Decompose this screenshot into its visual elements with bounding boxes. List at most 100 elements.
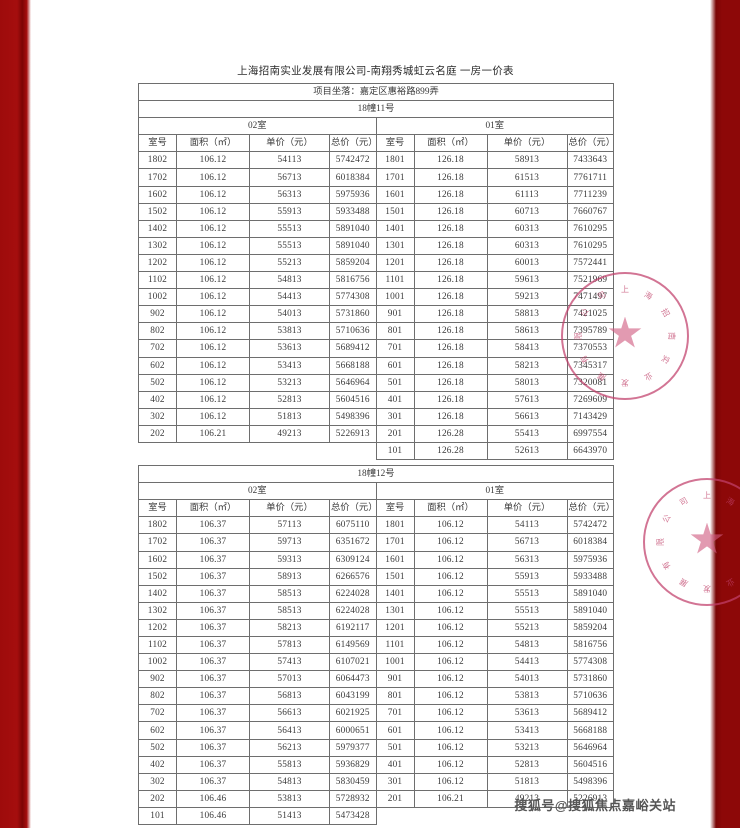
cell-value: 60713	[486, 202, 568, 221]
cell-value: 60313	[486, 219, 568, 238]
cell-value: 5689412	[566, 704, 615, 723]
cell-value: 106.12	[176, 185, 250, 204]
cell-value: 106.12	[413, 670, 488, 689]
cell-value: 1701	[375, 168, 415, 187]
cell-value: 702	[138, 339, 177, 358]
cell-value: 7433643	[566, 151, 615, 170]
cell-value: 56413	[249, 721, 330, 740]
cell-value: 1402	[138, 584, 177, 603]
cell-value: 7521969	[566, 271, 615, 290]
cell-value: 106.37	[176, 704, 250, 723]
table-row: 101 126.28 52613 6643970	[139, 441, 615, 461]
cell-value: 1002	[138, 288, 177, 307]
cell-value: 6192117	[329, 618, 377, 638]
table-row: 1302 106.37 58513 6224028 1301 106.12 55513 589…	[138, 601, 615, 620]
cell-value: 5933488	[329, 202, 377, 221]
cell-value: 1602	[138, 550, 177, 569]
cell-value: 126.18	[413, 151, 488, 170]
cell-value: 51813	[249, 407, 330, 426]
cell-value: 126.18	[413, 339, 488, 358]
cell-value: 6149569	[329, 635, 377, 655]
cell-value: 1601	[375, 185, 415, 204]
cell-value: 57613	[486, 390, 568, 409]
cell-value: 6643970	[566, 441, 615, 461]
table-row: 1002 106.37 57413 6107021 1001 106.12 54413 577…	[138, 653, 615, 672]
cell-value: 52613	[486, 441, 568, 461]
cell-value: 202	[138, 424, 177, 443]
cell-value: 53813	[486, 687, 568, 706]
table-row: 101 106.46 51413 5473428	[138, 806, 614, 826]
cell-value: 54013	[486, 670, 568, 689]
cell-value: 5774308	[566, 653, 615, 672]
cell-value: 106.12	[413, 687, 488, 706]
table-row: 1802 106.12 54113 5742472 1801 126.18 58913 743…	[138, 151, 615, 170]
cell-value: 5859204	[566, 618, 615, 638]
table-row: 502 106.37 56213 5979377 501 106.12 53213 56469…	[138, 738, 615, 757]
cell-value: 106.12	[176, 168, 250, 187]
cell-value: 1101	[375, 635, 415, 655]
cell-value: 801	[375, 687, 415, 706]
cell-value: 6266576	[329, 567, 377, 586]
project-location: 项目坐落：嘉定区惠裕路899弄	[137, 82, 615, 102]
cell-value: 5646964	[329, 373, 377, 392]
cell-value: 59713	[249, 533, 330, 552]
cell-value: 58813	[486, 305, 568, 324]
table-row: 1502 106.37 58913 6266576 1501 106.12 55913 593…	[138, 567, 615, 586]
cell-value: 126.18	[413, 390, 488, 409]
table-row: 602 106.37 56413 6000651 601 106.12 53413 56681…	[138, 721, 615, 740]
table-row: 402 106.12 52813 5604516 401 126.18 57613 72696…	[138, 390, 615, 409]
cell-value: 1802	[138, 151, 177, 170]
cell-value: 126.18	[413, 373, 488, 392]
cell-value: 106.46	[176, 806, 250, 826]
cell-value: 301	[375, 407, 415, 426]
cell-value: 106.12	[413, 772, 488, 791]
building-name-row: 18幢12号	[137, 465, 615, 484]
cell-value: 53813	[249, 789, 330, 808]
cell-value: 5646964	[566, 738, 615, 757]
cell-value: 51413	[249, 806, 330, 826]
building-name: 18幢12号	[137, 465, 615, 484]
cell-value: 302	[138, 772, 177, 791]
cell-value: 106.12	[176, 253, 250, 273]
cell-value: 55213	[249, 253, 330, 273]
cell-value: 54013	[249, 305, 330, 324]
cell-value: 106.12	[176, 373, 250, 392]
cell-value: 701	[375, 704, 415, 723]
cell-value: 58513	[249, 584, 330, 603]
cell-value: 1702	[138, 168, 177, 187]
cell-value: 106.12	[413, 533, 488, 552]
cell-value: 106.37	[176, 584, 250, 603]
cell-value: 1602	[138, 185, 177, 204]
cell-value: 1302	[138, 601, 177, 620]
cell-value: 106.12	[413, 704, 488, 723]
cell-value: 5742472	[329, 151, 377, 170]
table-row: 602 106.12 53413 5668188 601 126.18 58213 73453…	[138, 356, 615, 375]
cell-value: 53413	[249, 356, 330, 375]
cell-value: 6021925	[329, 704, 377, 723]
unit-group-row: 02室 01室	[138, 482, 615, 501]
cell-value: 5226913	[566, 789, 615, 808]
table-row: 1202 106.37 58213 6192117 1201 106.12 55213 585…	[138, 618, 615, 638]
cell-value: 1102	[138, 635, 177, 655]
price-table-document: 上海招南实业发展有限公司-南翔秀城虹云名庭 一房一价表 项目坐落：嘉定区惠裕路8…	[137, 63, 615, 826]
table-row: 1102 106.12 54813 5816756 1101 126.18 59613 752…	[138, 271, 615, 290]
cell-value: 126.18	[413, 407, 488, 426]
cell-value: 54113	[486, 516, 568, 535]
cell-value: 6224028	[329, 584, 377, 603]
cell-value: 106.12	[413, 618, 488, 638]
cell-value: 106.12	[176, 271, 250, 290]
cell-value: 7370553	[566, 339, 615, 358]
column-header: 室号	[375, 134, 415, 153]
table-row: 302 106.37 54813 5830459 301 106.12 51813 54983…	[138, 772, 615, 791]
cell-value: 56713	[249, 168, 330, 187]
cell-value: 106.12	[176, 305, 250, 324]
cell-value: 101	[138, 806, 177, 826]
cell-value: 1201	[375, 253, 415, 273]
cell-value: 7761711	[566, 168, 615, 187]
cell-value: 56313	[249, 185, 330, 204]
cell-value: 126.18	[413, 202, 488, 221]
cell-value: 5936829	[329, 755, 377, 774]
cell-value: 55913	[486, 567, 568, 586]
cell-value: 402	[138, 390, 177, 409]
unit-group-row: 02室 01室	[138, 117, 615, 136]
